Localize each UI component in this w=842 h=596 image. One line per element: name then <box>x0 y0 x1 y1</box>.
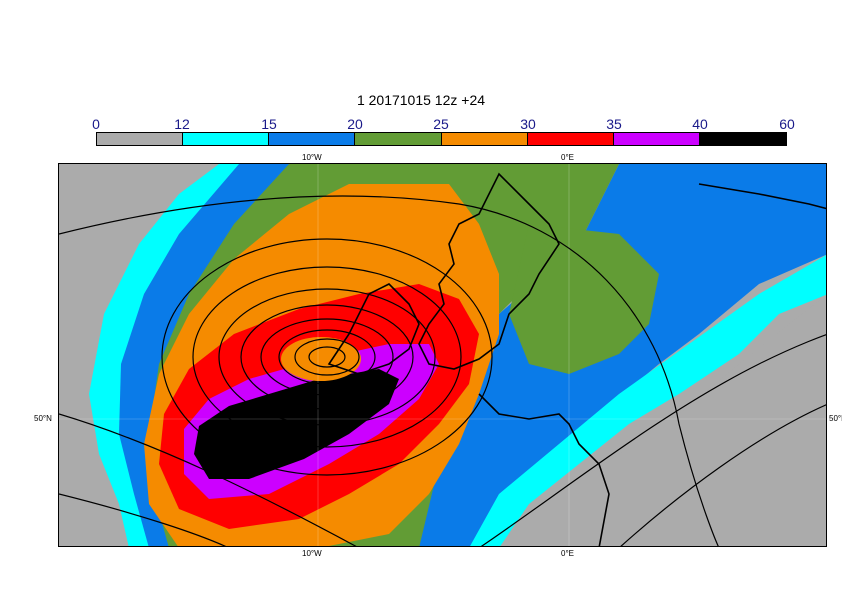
colorbar-tick-0: 0 <box>92 116 100 132</box>
coastlines <box>327 172 826 546</box>
isobars <box>59 195 826 546</box>
colorbar-tick-8: 60 <box>779 116 795 132</box>
colorbar-segment-1 <box>183 133 270 145</box>
top-lon-label-10w: 10°W <box>302 153 322 162</box>
top-lon-label-0e: 0°E <box>561 153 574 162</box>
left-lat-label: 50°N <box>34 414 52 423</box>
band-black <box>194 369 399 479</box>
colorbar-segment-4 <box>441 133 528 145</box>
colorbar-segment-6 <box>613 133 700 145</box>
colorbar-segment-3 <box>355 133 442 145</box>
band-cyan-east <box>470 255 826 546</box>
colorbar-segment-5 <box>527 133 614 145</box>
colorbar-tick-4: 25 <box>433 116 449 132</box>
low-centre-eye <box>281 337 361 381</box>
colorbar <box>96 132 787 146</box>
colorbar-segment-0 <box>97 133 184 145</box>
right-lat-label: 50°N <box>829 414 842 423</box>
colorbar-tick-3: 20 <box>347 116 363 132</box>
map-canvas <box>59 164 826 546</box>
colorbar-tick-labels: 0 12 15 20 25 30 35 40 60 <box>92 116 795 132</box>
colorbar-tick-6: 35 <box>606 116 622 132</box>
wind-gust-map <box>58 163 827 547</box>
colorbar-tick-1: 12 <box>174 116 190 132</box>
map-title: 1 20171015 12z +24 <box>356 92 486 108</box>
band-blue-east <box>419 164 826 546</box>
colorbar-segment-2 <box>269 133 356 145</box>
colorbar-tick-5: 30 <box>520 116 536 132</box>
bottom-lon-label-10w: 10°W <box>302 549 322 558</box>
bottom-lon-label-0e: 0°E <box>561 549 574 558</box>
colorbar-tick-7: 40 <box>692 116 708 132</box>
colorbar-segment-7 <box>699 133 786 145</box>
colorbar-tick-2: 15 <box>261 116 277 132</box>
